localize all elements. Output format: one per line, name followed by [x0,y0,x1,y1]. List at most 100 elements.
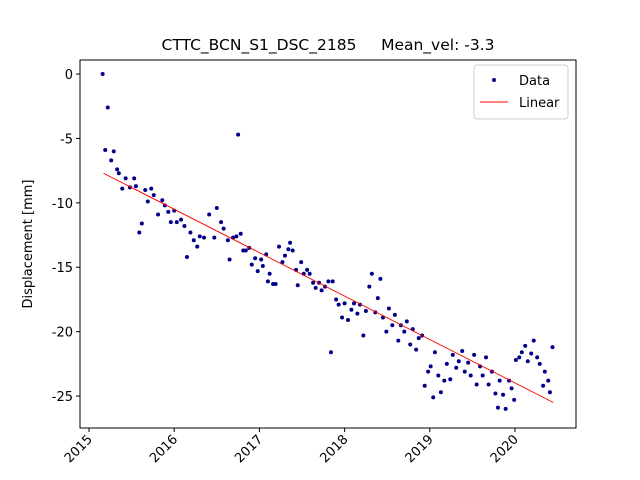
data-point [273,281,278,286]
data-point [238,231,243,236]
data-point [472,352,477,357]
data-point [111,149,116,154]
data-point [120,186,125,191]
data-point [450,352,455,357]
data-point [307,271,312,276]
data-point [466,360,471,365]
data-point [336,302,341,307]
data-point [160,198,165,203]
data-point [132,176,137,181]
data-point [249,262,254,267]
data-point [277,244,282,249]
data-point [255,269,260,274]
data-point [191,238,196,243]
y-tick-label: -5 [60,132,73,147]
data-point [355,311,360,316]
data-point [151,193,156,198]
data-point [295,283,300,288]
data-point [493,391,498,396]
data-point [431,395,436,400]
data-point [149,186,154,191]
data-point [416,336,421,341]
data-point [448,377,453,382]
data-point [501,392,506,397]
data-point [428,364,433,369]
data-point [133,184,138,189]
y-tick-label: -20 [52,326,73,341]
data-point [221,226,226,231]
data-point [375,296,380,301]
data-point [174,220,179,225]
data-point [503,406,508,411]
data-point [414,347,419,352]
data-point [225,238,230,243]
legend-label: Data [519,74,550,89]
data-point [404,319,409,324]
data-point [392,312,397,317]
data-point [541,383,546,388]
legend: Data Linear [473,64,569,120]
data-point [542,369,547,374]
y-tick-label: -10 [52,197,73,212]
data-point [305,267,310,272]
y-tick-label: -15 [52,261,73,276]
axes-frame [79,59,577,429]
data-point [115,167,120,172]
y-tick-label: -25 [52,390,73,405]
data-point [513,357,518,362]
data-point [166,209,171,214]
data-point [442,378,447,383]
data-point [290,248,295,253]
data-point [512,397,517,402]
data-point [386,306,391,311]
data-point [546,378,551,383]
data-point [390,323,395,328]
legend-marker [492,78,496,82]
data-point [363,309,368,314]
data-point [214,205,219,210]
y-tick-label: 0 [65,68,73,83]
data-point [326,279,331,284]
y-axis-label: Displacement [mm] [21,180,36,309]
data-point [402,329,407,334]
data-point [396,338,401,343]
data-point [474,382,479,387]
data-point [462,369,467,374]
legend-box [473,64,569,120]
data-point [529,351,534,356]
data-point [168,220,173,225]
data-point [436,373,441,378]
data-point [517,355,522,360]
data-point [116,171,121,176]
data-point [185,254,190,259]
data-point [486,382,491,387]
data-point [426,369,431,374]
data-point [328,350,333,355]
data-point [234,234,239,239]
data-point [311,280,316,285]
data-point [227,257,232,262]
data-point [351,301,356,306]
data-point [519,350,524,355]
data-point [109,158,114,163]
data-point [260,263,265,268]
data-point [105,105,110,110]
data-point [330,279,335,284]
data-point [444,361,449,366]
data-point [378,276,383,281]
data-point [454,365,459,370]
data-point [432,350,437,355]
data-point [342,301,347,306]
data-point [137,230,142,235]
data-point [523,343,528,348]
data-point [340,315,345,320]
data-point [202,235,207,240]
data-point [123,176,128,181]
data-point [313,285,318,290]
data-point [145,199,150,204]
data-point [497,378,502,383]
data-point [480,373,485,378]
data-point [243,248,248,253]
data-point [282,253,287,258]
